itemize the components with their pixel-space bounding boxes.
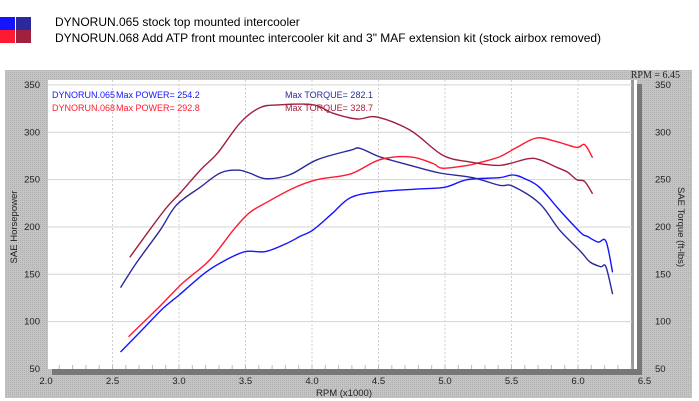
plot-area (48, 80, 637, 369)
y-tick-label-left: 50 (29, 364, 40, 375)
x-tick-label: 4.0 (305, 376, 318, 387)
x-tick-label: 5.5 (505, 376, 518, 387)
right-axis-band (631, 80, 634, 369)
y-tick-label-right: 300 (655, 127, 671, 138)
y-tick-label-left: 350 (24, 80, 40, 91)
legend-swatch-068-hp (0, 30, 15, 43)
y-tick-label-right: 200 (655, 222, 671, 233)
y-axis-label-left: SAE Horsepower (9, 191, 20, 264)
y-axis-label-right: SAE Torque (ft-lbs) (675, 187, 686, 267)
x-tick-label: 3.0 (172, 376, 185, 387)
y-tick-label-right: 350 (655, 80, 671, 91)
dynorun-065-torque-line (119, 147, 614, 295)
x-tick-label: 2.0 (39, 376, 52, 387)
rpm-readout: RPM = 6.45 (631, 70, 680, 81)
legend-max-power-065: Max POWER= 254.2 (116, 90, 200, 100)
y-tick-label-right: 250 (655, 175, 671, 186)
y-tick-label-right: 150 (655, 269, 671, 280)
y-tick-label-left: 150 (24, 269, 40, 280)
y-tick-label-left: 200 (24, 222, 40, 233)
dynorun-068-horsepower-line (128, 137, 594, 338)
grid (48, 80, 632, 369)
legend-run-068: DYNORUN.068 (52, 103, 115, 113)
dynorun-068-torque-line (129, 103, 594, 258)
legend-max-torque-065: Max TORQUE= 282.1 (285, 90, 373, 100)
x-tick-label: 5.0 (438, 376, 451, 387)
legend-swatch-065-torque (16, 17, 31, 30)
x-tick-label: 3.5 (239, 376, 252, 387)
x-tick-label: 6.5 (638, 376, 651, 387)
y-tick-label-right: 50 (655, 364, 666, 375)
x-tick-label: 6.0 (571, 376, 584, 387)
tick-labels: 2.0 2.5 3.0 3.5 4.0 4.5 5.0 5.5 6.0 6.5 50 50 100 100… (24, 80, 671, 387)
y-tick-label-left: 250 (24, 175, 40, 186)
series-lines (119, 103, 614, 353)
x-tick-label: 2.5 (106, 376, 119, 387)
run-068-description: DYNORUN.068 Add ATP front mountec interc… (55, 31, 602, 45)
legend-swatch-068-torque (16, 30, 31, 43)
legend-swatch-065-hp (0, 17, 15, 30)
dynorun-065-horsepower-line (119, 174, 614, 353)
y-tick-label-left: 100 (24, 317, 40, 328)
x-axis-label: RPM (x1000) (316, 388, 372, 399)
y-tick-label-right: 100 (655, 317, 671, 328)
legend-max-torque-068: Max TORQUE= 328.7 (285, 103, 373, 113)
legend-max-power-068: Max POWER= 292.8 (116, 103, 200, 113)
y-tick-label-left: 300 (24, 127, 40, 138)
x-tick-label: 4.5 (372, 376, 385, 387)
legend-run-065: DYNORUN.065 (52, 90, 115, 100)
run-065-description: DYNORUN.065 stock top mounted intercoole… (55, 15, 300, 29)
